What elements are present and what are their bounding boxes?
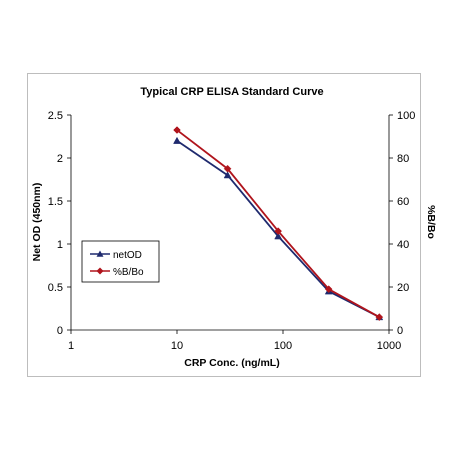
y2-tick-label: 0 xyxy=(397,325,403,337)
legend: netOD %B/Bo xyxy=(81,240,160,283)
y-tick-label: 2 xyxy=(57,153,63,165)
x-axis-label: CRP Conc. (ng/mL) xyxy=(184,357,279,369)
y-tick-label: 1.5 xyxy=(48,196,63,208)
x-tick-label: 100 xyxy=(274,340,292,352)
y-axis-label: Net OD (450nm) xyxy=(31,183,43,262)
y2-tick-label: 80 xyxy=(397,153,409,165)
legend-label-netod: netOD xyxy=(113,250,142,261)
data-point-bbo-3 xyxy=(274,227,283,235)
data-point-netod-3 xyxy=(274,232,283,240)
y2-axis-label: %B/Bo xyxy=(425,205,437,239)
legend-marker-netod xyxy=(96,250,104,257)
series-group xyxy=(173,126,384,321)
tick-labels: 1 10 100 1000 0 0.5 1 1.5 2 2.5 0 20 40 60 80 100 xyxy=(48,110,416,352)
data-point-netod-1 xyxy=(173,136,181,144)
data-point-bbo-4 xyxy=(324,285,333,294)
y-tick-label: 0.5 xyxy=(48,282,63,294)
series-line-bbo xyxy=(176,129,380,318)
y2-tick-label: 40 xyxy=(397,239,409,251)
x-tick-label: 1000 xyxy=(377,340,401,352)
chart-frame xyxy=(27,73,421,377)
y2-tick-label: 100 xyxy=(397,110,415,122)
y-tick-label: 0 xyxy=(57,325,63,337)
y2-tick-label: 60 xyxy=(397,196,409,208)
legend-box xyxy=(81,240,160,283)
axes xyxy=(67,114,393,334)
y2-tick-label: 20 xyxy=(397,282,409,294)
data-point-netod-2 xyxy=(223,171,232,179)
x-tick-label: 1 xyxy=(68,340,74,352)
data-point-bbo-1 xyxy=(173,126,181,134)
legend-label-bbo: %B/Bo xyxy=(113,267,144,278)
data-point-bbo-5 xyxy=(375,313,384,321)
y-tick-label: 1 xyxy=(57,239,63,251)
x-tick-label: 10 xyxy=(171,340,183,352)
y-tick-label: 2.5 xyxy=(48,110,63,122)
chart-title: Typical CRP ELISA Standard Curve xyxy=(140,86,323,98)
legend-marker-bbo xyxy=(96,267,104,275)
data-point-bbo-2 xyxy=(223,164,232,173)
